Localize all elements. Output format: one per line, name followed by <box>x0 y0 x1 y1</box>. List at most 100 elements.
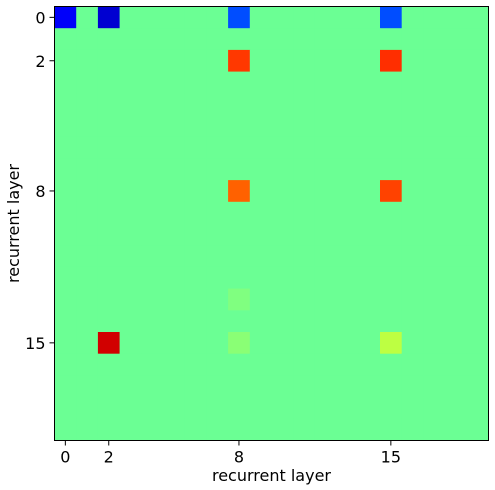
heatmap-cell-r7-c0 <box>54 158 77 181</box>
heatmap-cell-r0-c15 <box>380 6 403 29</box>
heatmap-cell-r0-c10 <box>271 6 294 29</box>
heatmap-cell-r11-c5 <box>163 245 186 268</box>
heatmap-cell-r11-c6 <box>184 245 207 268</box>
heatmap-cell-r19-c4 <box>141 418 164 441</box>
heatmap-cell-r3-c11 <box>293 71 316 94</box>
heatmap-cell-r5-c13 <box>336 115 359 138</box>
heatmap-cell-r0-c8 <box>228 6 251 29</box>
heatmap-cell-r6-c15 <box>380 136 403 159</box>
heatmap-cell-r4-c11 <box>293 93 316 116</box>
heatmap-cell-r11-c4 <box>141 245 164 268</box>
heatmap-cell-r3-c1 <box>76 71 99 94</box>
heatmap-cell-r10-c17 <box>423 223 446 246</box>
heatmap-cell-r11-c17 <box>423 245 446 268</box>
heatmap-cell-r4-c17 <box>423 93 446 116</box>
heatmap-cell-r19-c1 <box>76 418 99 441</box>
heatmap-cell-r4-c18 <box>445 93 468 116</box>
heatmap-cell-r1-c18 <box>445 28 468 51</box>
heatmap-cell-r10-c15 <box>380 223 403 246</box>
y-tick-label: 0 <box>35 8 45 27</box>
heatmap-cell-r16-c0 <box>54 353 77 376</box>
heatmap-cell-r4-c8 <box>228 93 251 116</box>
heatmap-cell-r3-c5 <box>163 71 186 94</box>
y-tick-label: 8 <box>35 182 45 201</box>
heatmap-cell-r8-c16 <box>401 180 424 203</box>
heatmap-cell-r0-c11 <box>293 6 316 29</box>
heatmap-cell-r2-c0 <box>54 49 77 72</box>
heatmap-cell-r5-c0 <box>54 115 77 138</box>
heatmap-cell-r5-c6 <box>184 115 207 138</box>
heatmap-cell-r7-c14 <box>358 158 381 181</box>
heatmap-cell-r7-c8 <box>228 158 251 181</box>
heatmap-cell-r18-c10 <box>271 397 294 420</box>
heatmap-cell-r7-c10 <box>271 158 294 181</box>
heatmap-cell-r8-c9 <box>249 180 272 203</box>
heatmap-cell-r16-c15 <box>380 353 403 376</box>
x-tick-label: 15 <box>381 448 401 467</box>
heatmap-cell-r18-c19 <box>466 397 489 420</box>
heatmap-cell-r15-c4 <box>141 332 164 355</box>
heatmap-cell-r1-c12 <box>314 28 337 51</box>
heatmap-cell-r13-c10 <box>271 288 294 311</box>
heatmap-cell-r13-c1 <box>76 288 99 311</box>
heatmap-cell-r17-c4 <box>141 375 164 398</box>
heatmap-cell-r10-c14 <box>358 223 381 246</box>
heatmap-cell-r14-c7 <box>206 310 229 333</box>
heatmap-cell-r10-c19 <box>466 223 489 246</box>
x-axis-label: recurrent layer <box>212 466 331 485</box>
heatmap-cell-r5-c3 <box>119 115 142 138</box>
heatmap-cell-r16-c3 <box>119 353 142 376</box>
heatmap-cell-r12-c12 <box>314 266 337 289</box>
heatmap-cell-r6-c18 <box>445 136 468 159</box>
heatmap-cell-r8-c18 <box>445 180 468 203</box>
heatmap-cell-r14-c18 <box>445 310 468 333</box>
heatmap-cell-r14-c9 <box>249 310 272 333</box>
heatmap-cell-r8-c0 <box>54 180 77 203</box>
heatmap-cell-r18-c6 <box>184 397 207 420</box>
heatmap-cell-r9-c19 <box>466 201 489 224</box>
heatmap-cell-r5-c4 <box>141 115 164 138</box>
heatmap-cell-r12-c8 <box>228 266 251 289</box>
heatmap-cell-r16-c1 <box>76 353 99 376</box>
heatmap-cell-r17-c0 <box>54 375 77 398</box>
heatmap-cell-r10-c12 <box>314 223 337 246</box>
heatmap-cell-r17-c6 <box>184 375 207 398</box>
heatmap-cell-r19-c8 <box>228 418 251 441</box>
heatmap-cell-r15-c2 <box>97 332 120 355</box>
heatmap-cell-r2-c3 <box>119 49 142 72</box>
heatmap-cell-r8-c2 <box>97 180 120 203</box>
heatmap-cell-r0-c3 <box>119 6 142 29</box>
heatmap-cell-r4-c4 <box>141 93 164 116</box>
heatmap-cell-r16-c8 <box>228 353 251 376</box>
heatmap-cell-r1-c14 <box>358 28 381 51</box>
heatmap-cell-r8-c17 <box>423 180 446 203</box>
heatmap-cell-r15-c8 <box>228 332 251 355</box>
heatmap-cell-r3-c13 <box>336 71 359 94</box>
heatmap-cell-r1-c15 <box>380 28 403 51</box>
heatmap-cell-r11-c10 <box>271 245 294 268</box>
heatmap-cell-r3-c18 <box>445 71 468 94</box>
heatmap-cell-r17-c5 <box>163 375 186 398</box>
heatmap-cell-r2-c6 <box>184 49 207 72</box>
heatmap-cell-r1-c9 <box>249 28 272 51</box>
heatmap-cell-r14-c15 <box>380 310 403 333</box>
heatmap-cell-r13-c6 <box>184 288 207 311</box>
heatmap-cell-r13-c17 <box>423 288 446 311</box>
heatmap-cell-r14-c17 <box>423 310 446 333</box>
heatmap-cell-r9-c10 <box>271 201 294 224</box>
heatmap-cell-r15-c0 <box>54 332 77 355</box>
heatmap-cell-r13-c4 <box>141 288 164 311</box>
heatmap-cell-r4-c14 <box>358 93 381 116</box>
heatmap-cell-r9-c6 <box>184 201 207 224</box>
heatmap-cell-r8-c15 <box>380 180 403 203</box>
heatmap-cell-r2-c15 <box>380 49 403 72</box>
heatmap-cell-r18-c8 <box>228 397 251 420</box>
heatmap-cell-r9-c14 <box>358 201 381 224</box>
heatmap-cell-r18-c18 <box>445 397 468 420</box>
heatmap-cell-r9-c12 <box>314 201 337 224</box>
heatmap-cell-r13-c7 <box>206 288 229 311</box>
heatmap-cell-r1-c11 <box>293 28 316 51</box>
heatmap-cell-r1-c13 <box>336 28 359 51</box>
heatmap-cell-r6-c14 <box>358 136 381 159</box>
heatmap-cell-r11-c9 <box>249 245 272 268</box>
